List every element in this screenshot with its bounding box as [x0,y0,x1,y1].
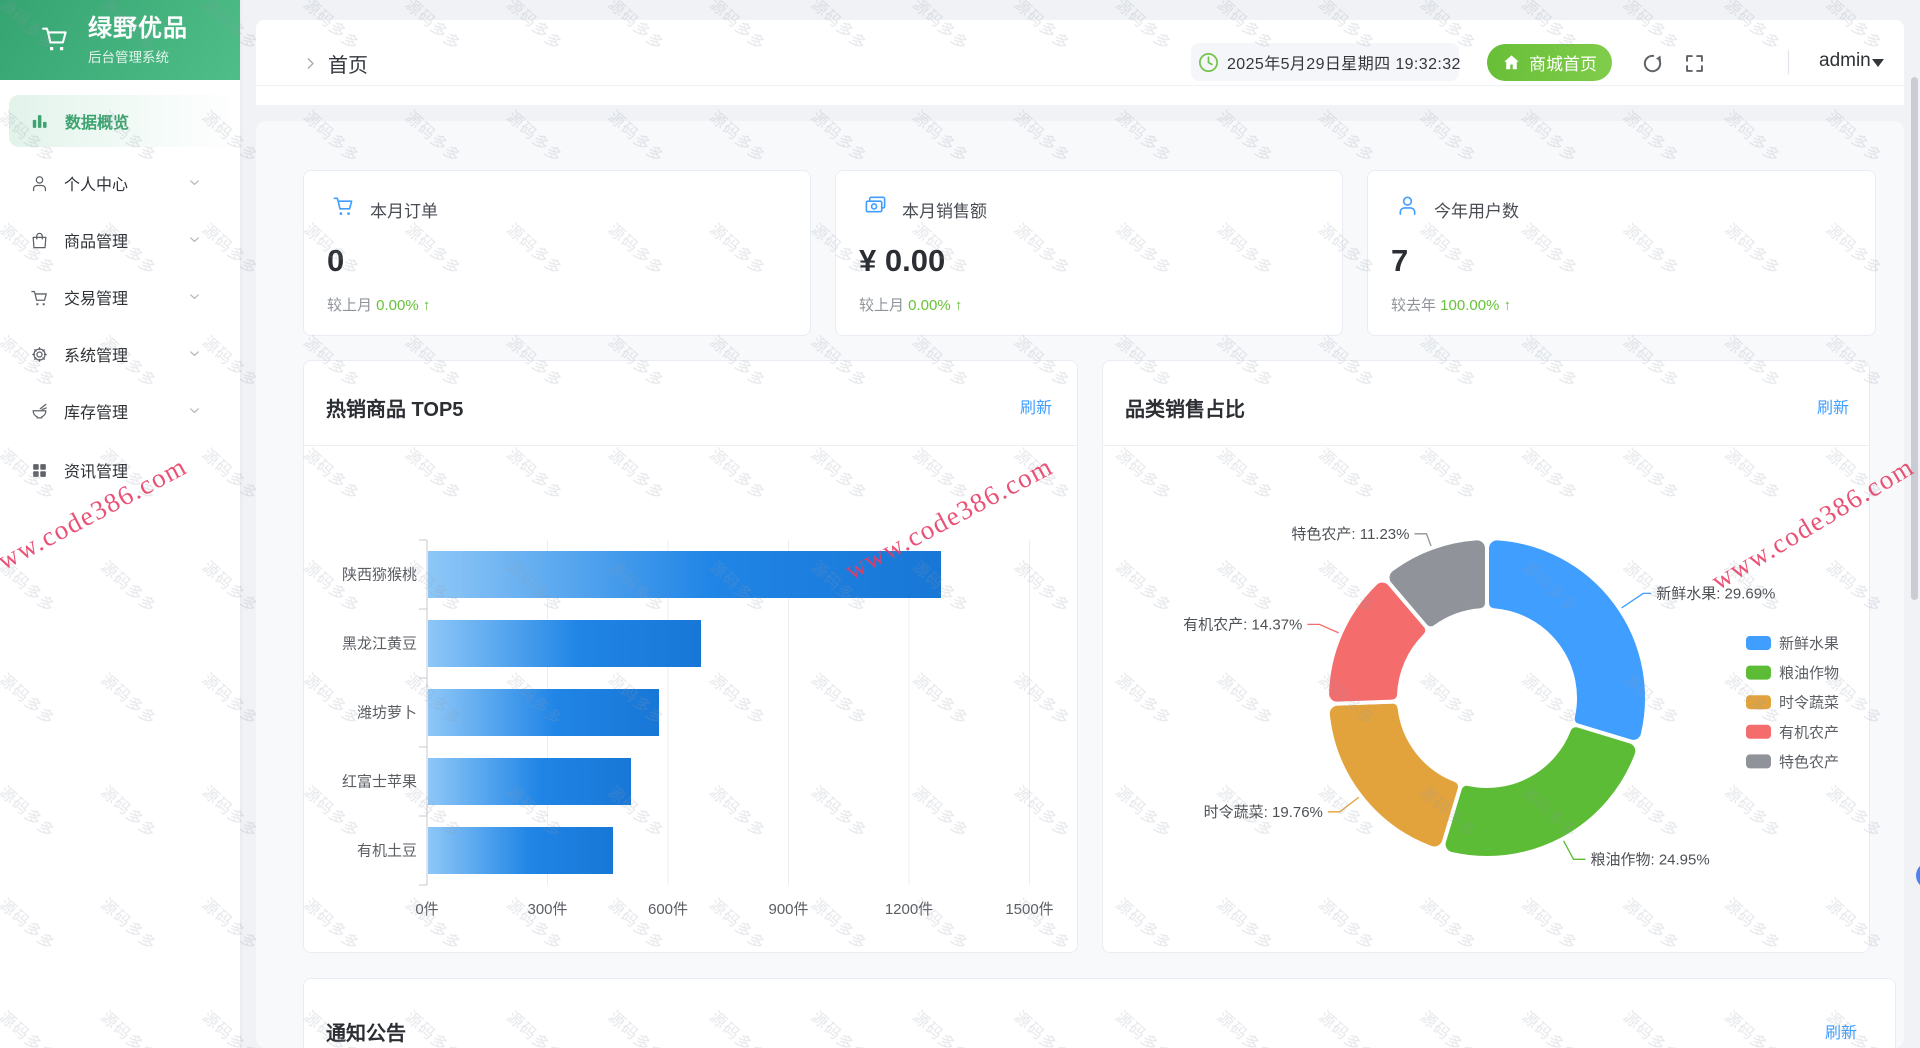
svg-text:600件: 600件 [648,901,688,918]
svg-text:新鲜水果: 29.69%: 新鲜水果: 29.69% [1656,585,1775,602]
svg-text:特色农产: 11.23%: 特色农产: 11.23% [1291,526,1409,543]
svg-text:0件: 0件 [415,901,438,918]
svg-text:900件: 900件 [768,901,808,918]
svg-text:潍坊萝卜: 潍坊萝卜 [357,705,417,722]
svg-text:300件: 300件 [527,901,567,918]
svg-text:新鲜水果: 新鲜水果 [1779,636,1839,653]
svg-text:1200件: 1200件 [885,901,933,918]
svg-text:红富士苹果: 红富士苹果 [342,773,417,791]
svg-text:有机农产: 14.37%: 有机农产: 14.37% [1183,616,1302,633]
svg-text:时令蔬菜: 19.76%: 时令蔬菜: 19.76% [1204,804,1323,821]
svg-text:粮油作物: 24.95%: 粮油作物: 24.95% [1591,851,1710,868]
svg-text:特色农产: 特色农产 [1779,754,1839,771]
svg-text:有机农产: 有机农产 [1779,724,1839,741]
svg-text:黑龙江黄豆: 黑龙江黄豆 [342,636,417,653]
svg-text:陕西猕猴桃: 陕西猕猴桃 [342,567,417,584]
svg-text:时令蔬菜: 时令蔬菜 [1779,695,1839,712]
svg-text:有机土豆: 有机土豆 [357,843,417,860]
svg-text:1500件: 1500件 [1005,901,1053,918]
svg-text:粮油作物: 粮油作物 [1779,665,1839,682]
